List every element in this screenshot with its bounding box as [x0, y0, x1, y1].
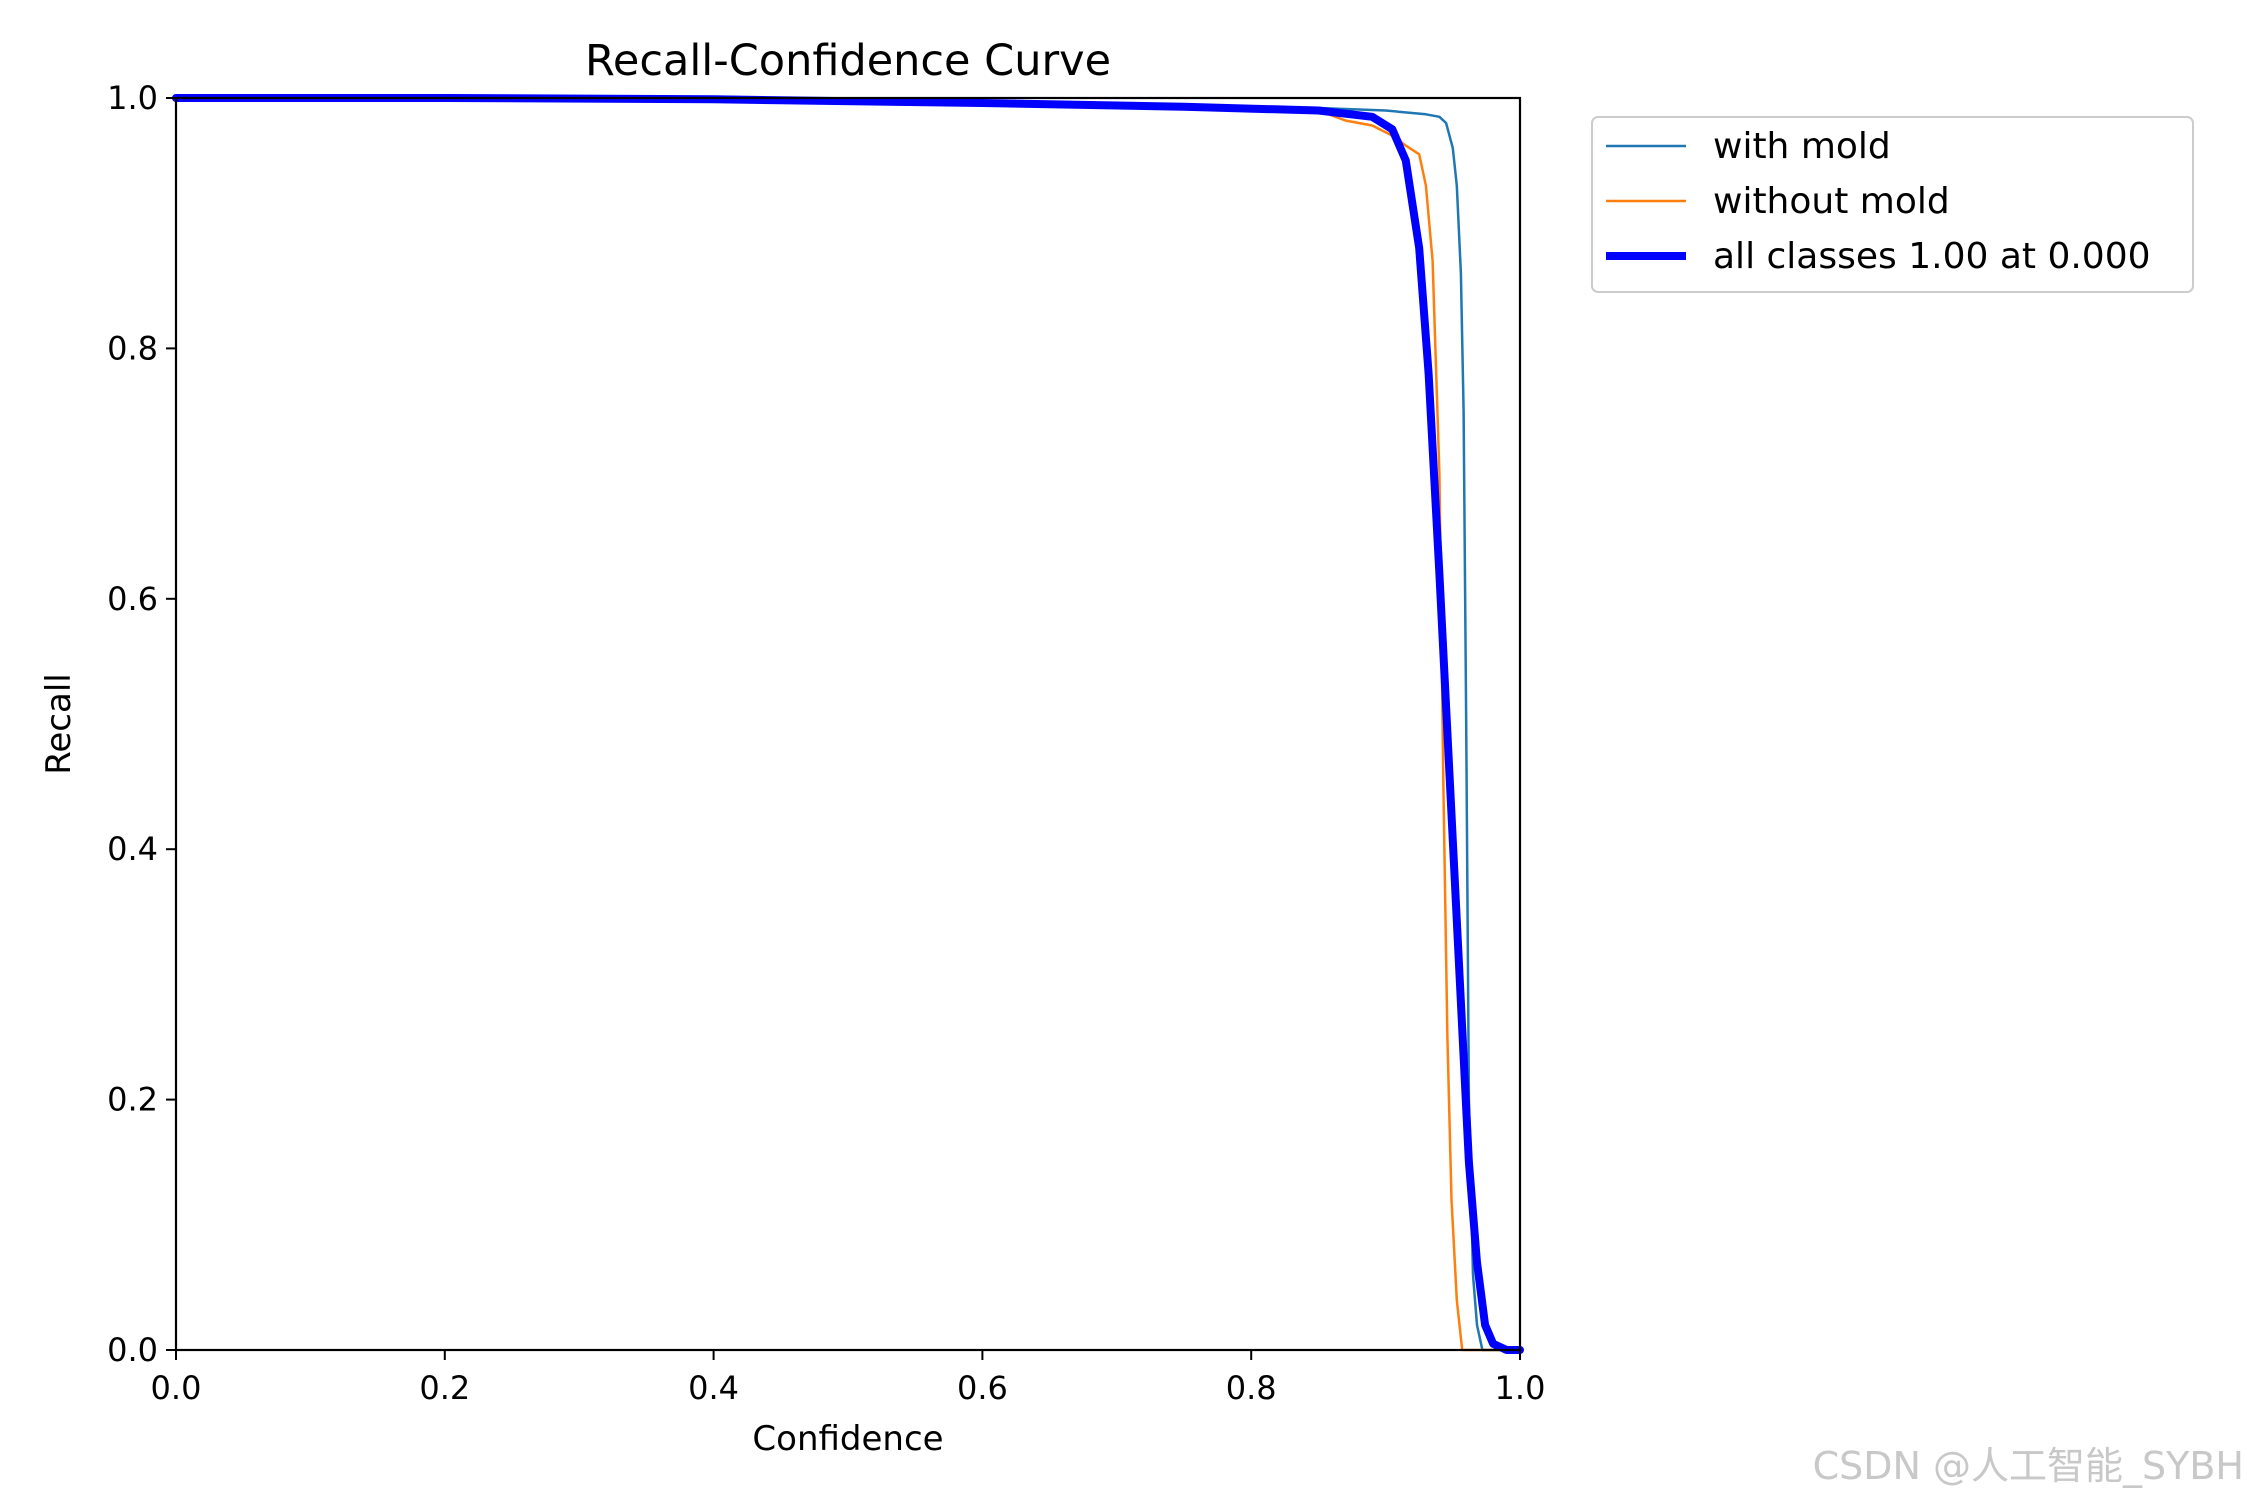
- x-axis-ticks: 0.0 0.2 0.4 0.6 0.8 1.0: [151, 1350, 1546, 1407]
- x-tick-label: 0.0: [151, 1369, 202, 1407]
- plot-area: [172, 94, 1524, 1354]
- y-axis-label: Recall: [39, 673, 79, 774]
- x-tick-label: 0.8: [1226, 1369, 1277, 1407]
- legend-label-without-mold: without mold: [1713, 181, 1950, 222]
- series-line-without-mold: [174, 96, 1522, 1352]
- x-axis-label: Confidence: [752, 1419, 943, 1459]
- y-tick-label: 0.6: [107, 580, 158, 618]
- x-tick-label: 0.6: [957, 1369, 1008, 1407]
- watermark: CSDN @人工智能_SYBH: [1812, 1444, 2244, 1488]
- x-tick-label: 0.4: [688, 1369, 739, 1407]
- y-axis-ticks: 0.0 0.2 0.4 0.6 0.8 1.0: [107, 79, 176, 1369]
- legend: with mold without mold all classes 1.00 …: [1591, 116, 2194, 293]
- series-layer: [172, 94, 1524, 1354]
- series-line-all-classes-1-00-at-0-000: [172, 94, 1524, 1354]
- legend-box: [1591, 116, 2194, 293]
- plot-frame: [174, 96, 1522, 1352]
- y-tick-label: 1.0: [107, 79, 158, 117]
- x-tick-label: 1.0: [1495, 1369, 1546, 1407]
- legend-label-all-classes: all classes 1.00 at 0.000: [1713, 236, 2151, 277]
- series-line-with-mold: [174, 96, 1522, 1352]
- chart-title: Recall-Confidence Curve: [585, 36, 1111, 86]
- y-tick-label: 0.8: [107, 329, 158, 367]
- legend-label-with-mold: with mold: [1713, 126, 1891, 167]
- x-tick-label: 0.2: [419, 1369, 470, 1407]
- y-tick-label: 0.2: [107, 1081, 158, 1119]
- y-tick-label: 0.0: [107, 1331, 158, 1369]
- y-tick-label: 0.4: [107, 830, 158, 868]
